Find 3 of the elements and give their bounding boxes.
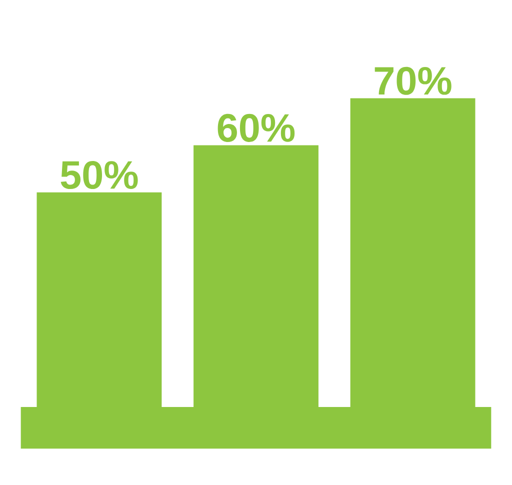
data-label: 60%	[218, 114, 295, 142]
data-label: 50%	[60, 161, 138, 190]
data-label: 70%	[374, 67, 452, 96]
